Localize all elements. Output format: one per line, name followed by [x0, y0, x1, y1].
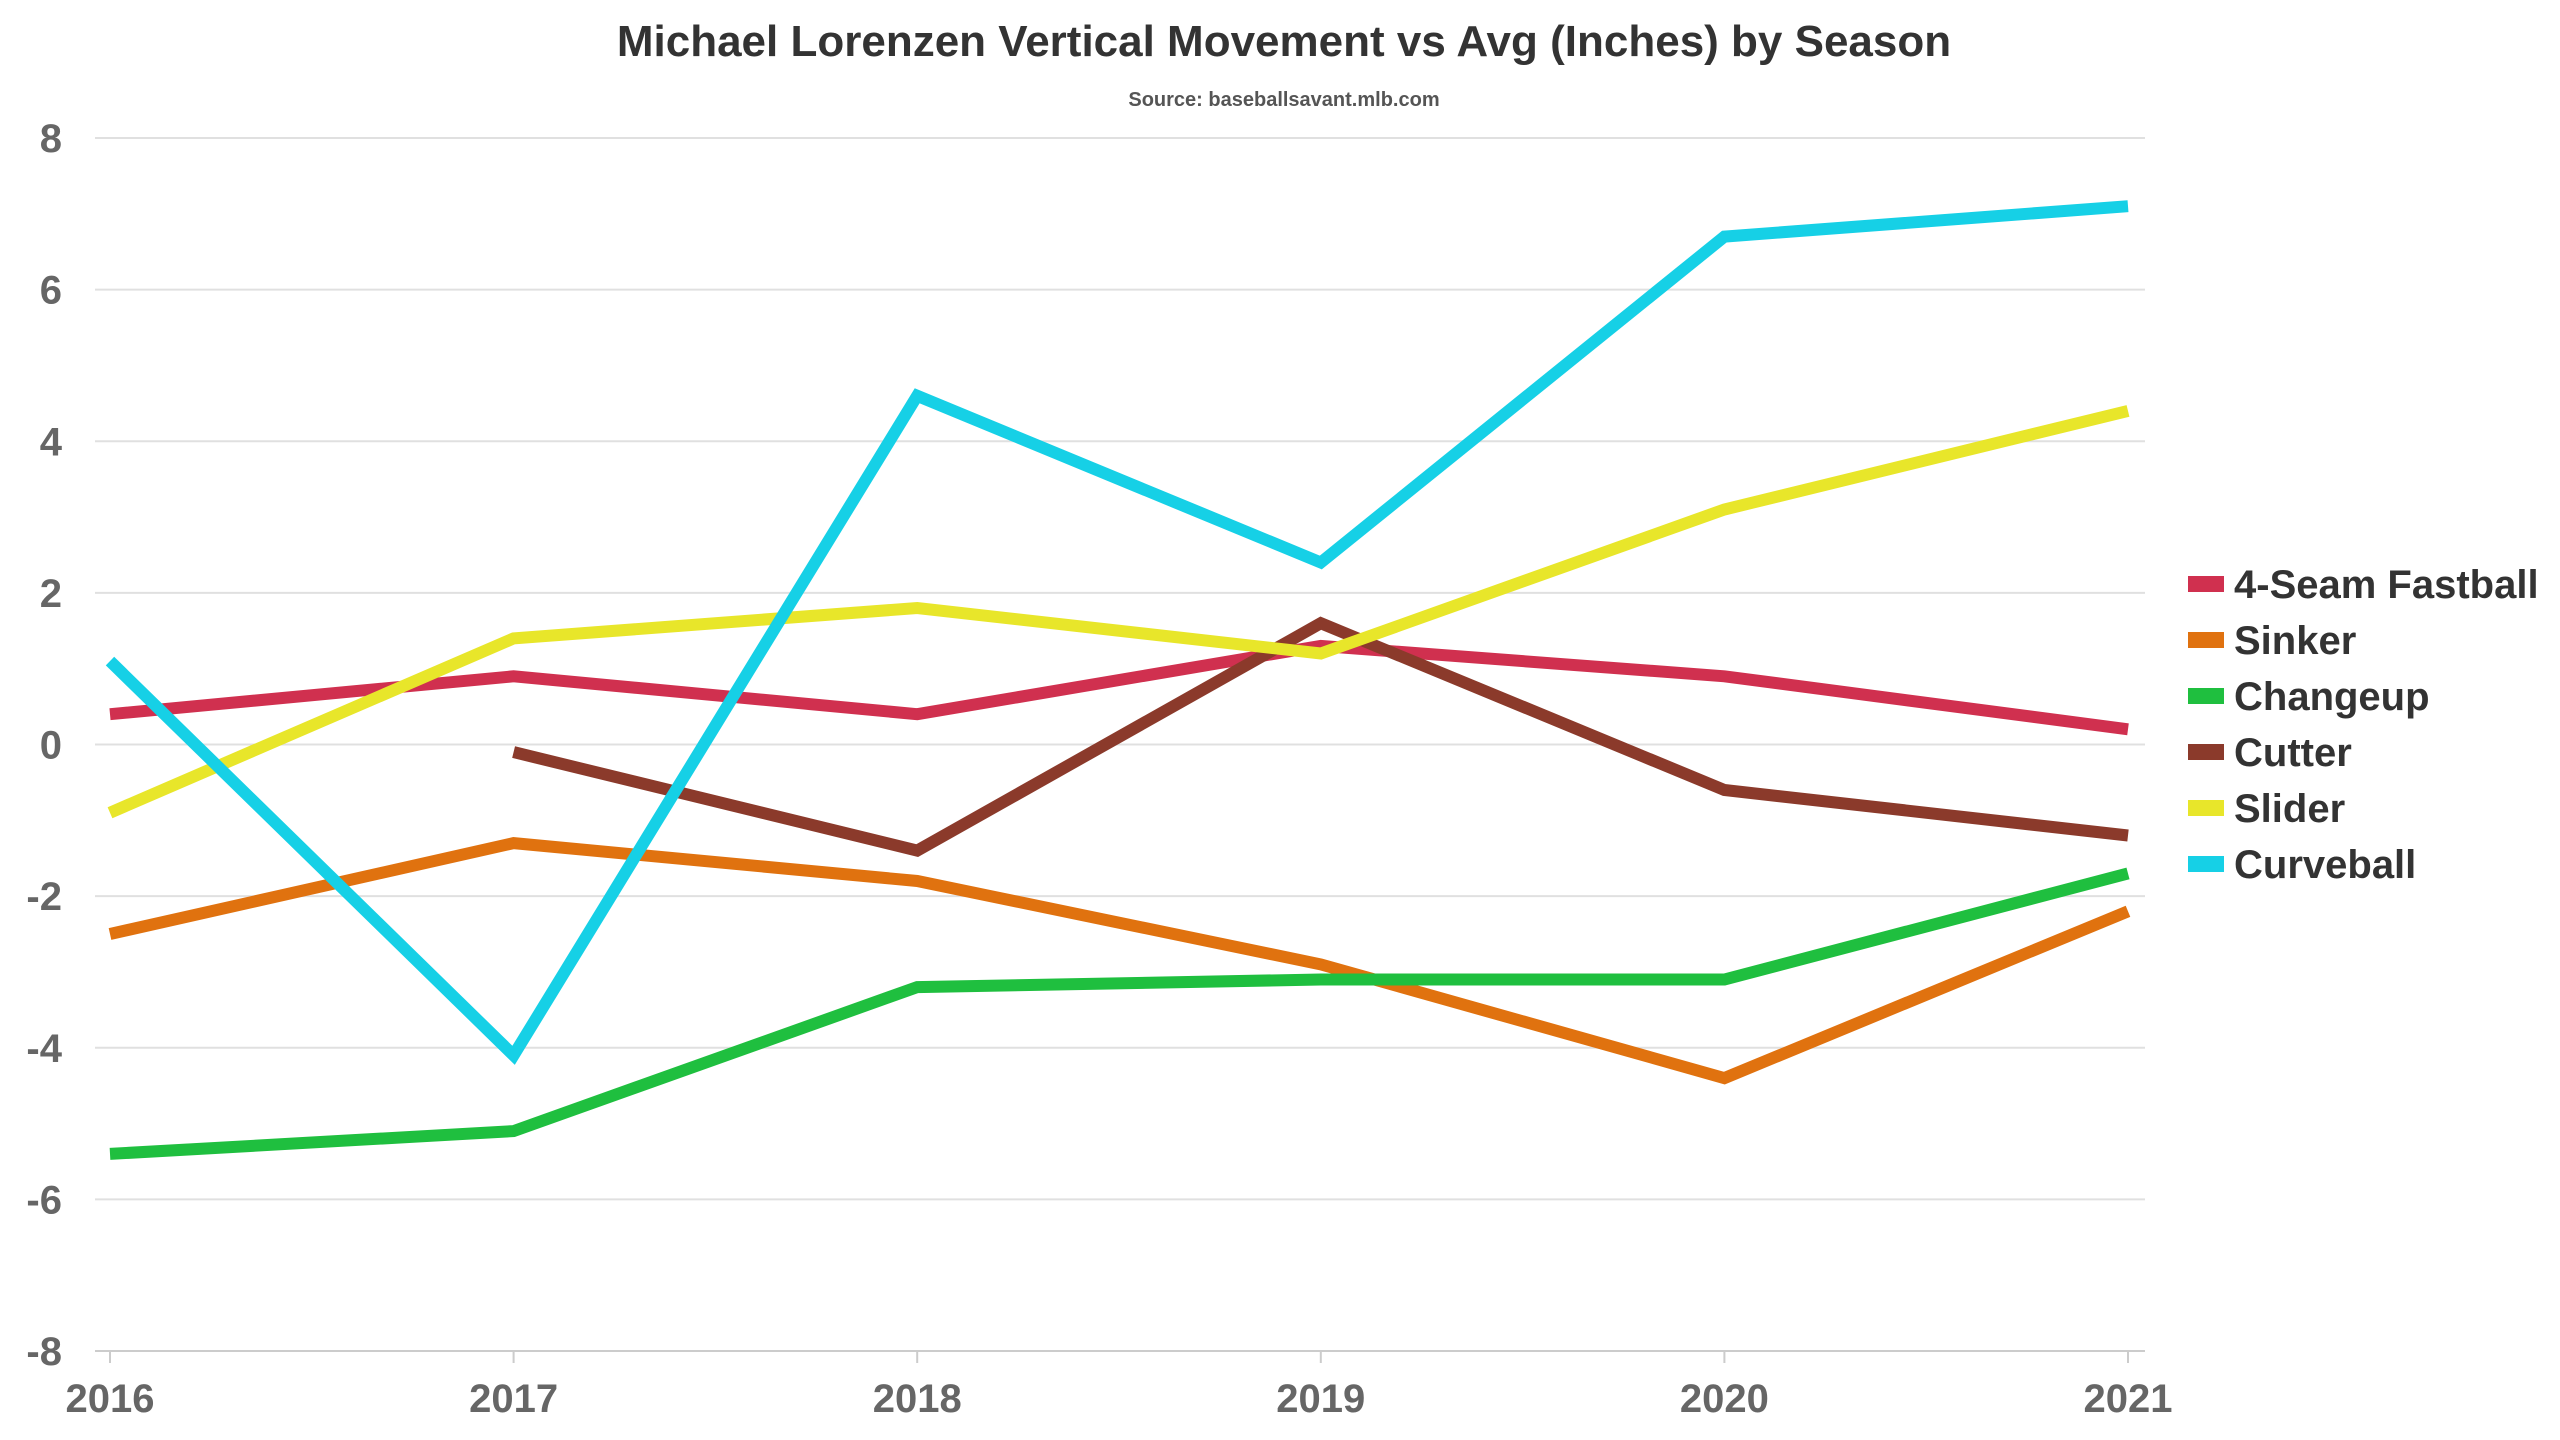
x-tick-label: 2019 [1276, 1377, 1365, 1421]
legend-label-cutter: Cutter [2234, 731, 2352, 775]
series-line-slider [107, 405, 2130, 819]
legend-label-curveball: Curveball [2234, 843, 2416, 887]
series-line-4-seam-fastball [109, 639, 2129, 736]
y-tick-label: 2 [40, 572, 62, 616]
y-tick-label: -2 [26, 875, 62, 919]
y-tick-label: 4 [40, 420, 63, 464]
legend-label-changeup: Changeup [2234, 675, 2430, 719]
series-line-curveball [105, 200, 2129, 1065]
legend-swatch-slider [2188, 800, 2224, 816]
legend-label-slider: Slider [2234, 787, 2345, 831]
series-line-sinker [108, 837, 2131, 1085]
legend-swatch-4-seam-fastball [2188, 576, 2224, 592]
y-tick-label: 0 [40, 724, 62, 768]
legend-swatch-changeup [2188, 688, 2224, 704]
y-tick-label: -6 [26, 1178, 62, 1222]
legend: 4-Seam Fastball Sinker Changeup Cutter Slide… [2188, 563, 2539, 887]
y-tick-label: 6 [40, 269, 62, 313]
y-tick-label: -8 [26, 1330, 62, 1374]
x-tick-label: 2016 [66, 1377, 155, 1421]
legend-swatch-curveball [2188, 856, 2224, 872]
legend-swatch-cutter [2188, 744, 2224, 760]
chart-subtitle: Source: baseballsavant.mlb.com [1128, 89, 1439, 111]
series-line-cutter [512, 616, 2129, 857]
series-line-changeup [109, 867, 2130, 1160]
x-tick-label: 2017 [469, 1377, 558, 1421]
y-tick-label: -4 [26, 1027, 62, 1071]
legend-label-4-seam-fastball: 4-Seam Fastball [2234, 563, 2539, 607]
y-tick-label: 8 [40, 117, 62, 161]
x-tick-label: 2018 [873, 1377, 962, 1421]
gridlines [95, 137, 2145, 1201]
chart-title: Michael Lorenzen Vertical Movement vs Av… [617, 17, 1951, 66]
legend-swatch-sinker [2188, 632, 2224, 648]
x-tick-label: 2021 [2084, 1377, 2173, 1421]
legend-label-sinker: Sinker [2234, 619, 2356, 663]
series-lines [105, 200, 2131, 1160]
x-tick-label: 2020 [1680, 1377, 1769, 1421]
